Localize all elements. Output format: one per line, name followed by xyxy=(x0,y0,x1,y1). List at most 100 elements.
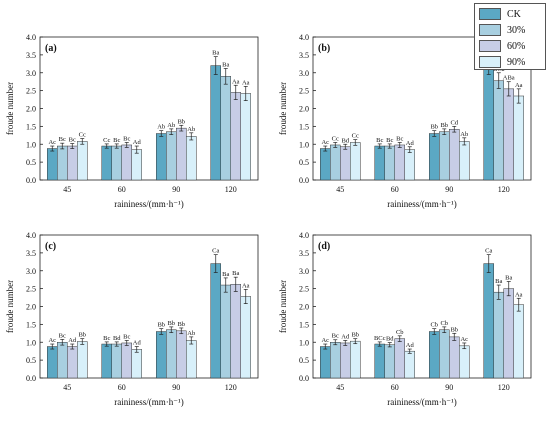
significance-label: Ad xyxy=(68,337,77,344)
bar xyxy=(210,263,221,379)
bar xyxy=(121,144,132,181)
bar xyxy=(186,340,197,379)
y-tick-label: 4.0 xyxy=(299,231,309,240)
significance-label: Ba xyxy=(495,278,502,285)
significance-label: Bc xyxy=(386,137,393,144)
y-axis-label: froude number xyxy=(278,82,288,135)
bar xyxy=(57,342,68,379)
significance-label: Bb xyxy=(430,124,438,131)
bar xyxy=(131,349,142,379)
x-tick-label: 60 xyxy=(391,185,399,194)
significance-label: Bc xyxy=(123,135,130,142)
legend-swatch-ck xyxy=(479,8,501,20)
y-tick-label: 3.0 xyxy=(299,267,309,276)
bar xyxy=(131,149,142,181)
bar xyxy=(503,288,514,379)
significance-label: Ab xyxy=(187,330,195,337)
y-tick-label: 1.5 xyxy=(299,122,309,131)
bar xyxy=(340,342,351,379)
significance-label: Aa xyxy=(242,79,250,86)
significance-label: Ba xyxy=(505,274,512,281)
y-tick-label: 0.5 xyxy=(26,356,36,365)
significance-label: Bd xyxy=(113,335,121,342)
bar xyxy=(67,145,78,181)
panel-label: (b) xyxy=(318,43,330,54)
y-tick-label: 2.0 xyxy=(26,105,36,114)
x-axis-label: raininess/(mm·h⁻¹) xyxy=(114,199,183,209)
y-tick-label: 0.5 xyxy=(26,158,36,167)
bar xyxy=(220,76,231,181)
bar xyxy=(176,330,187,379)
bar xyxy=(156,133,167,181)
legend-item-60: 60% xyxy=(479,39,525,53)
bar xyxy=(320,148,331,181)
bar xyxy=(374,145,385,181)
bar xyxy=(404,350,415,379)
significance-label: Ac xyxy=(321,337,329,344)
bar xyxy=(47,148,58,181)
x-tick-label: 120 xyxy=(225,185,237,194)
significance-label: Ba xyxy=(232,270,239,277)
significance-label: Ac xyxy=(460,336,468,343)
significance-label: Bc xyxy=(59,136,66,143)
bar xyxy=(186,136,197,181)
significance-label: Aa xyxy=(515,82,523,89)
bar xyxy=(394,338,405,379)
significance-label: Cb xyxy=(430,322,438,329)
significance-label: Cb xyxy=(396,329,404,336)
panel-label: (d) xyxy=(318,241,330,252)
bar xyxy=(404,149,415,181)
significance-label: Bb xyxy=(167,320,175,327)
bar xyxy=(77,341,88,379)
legend-item-ck: CK xyxy=(479,7,521,21)
y-tick-label: 2.5 xyxy=(26,285,36,294)
y-tick-label: 2.0 xyxy=(299,105,309,114)
x-tick-label: 60 xyxy=(391,383,399,392)
significance-label: Bb xyxy=(177,118,185,125)
significance-label: Ac xyxy=(321,139,329,146)
y-tick-label: 3.0 xyxy=(26,69,36,78)
significance-label: Bc xyxy=(376,137,383,144)
bar xyxy=(439,329,450,379)
y-tick-label: 0.0 xyxy=(26,374,36,383)
bar xyxy=(384,145,395,181)
y-tick-label: 4.0 xyxy=(26,33,36,42)
x-tick-label: 60 xyxy=(118,185,126,194)
bar xyxy=(449,128,460,181)
significance-label: Bb xyxy=(78,332,86,339)
significance-label: Ad xyxy=(133,139,142,146)
y-tick-label: 3.5 xyxy=(299,51,309,60)
x-axis-label: raininess/(mm·h⁻¹) xyxy=(387,199,456,209)
bar xyxy=(230,284,241,379)
y-tick-label: 2.0 xyxy=(26,303,36,312)
y-tick-label: 1.0 xyxy=(26,338,36,347)
y-tick-label: 1.5 xyxy=(26,320,36,329)
y-tick-label: 1.0 xyxy=(299,140,309,149)
significance-label: Cb xyxy=(440,320,448,327)
significance-label: Bb xyxy=(157,322,165,329)
significance-label: Bb xyxy=(440,122,448,129)
y-tick-label: 0.0 xyxy=(26,176,36,185)
significance-label: Aa xyxy=(232,78,240,85)
bar xyxy=(330,342,341,379)
significance-label: Bb xyxy=(450,326,458,333)
significance-label: Ad xyxy=(341,333,350,340)
x-tick-label: 45 xyxy=(336,185,344,194)
bar xyxy=(101,145,112,181)
x-tick-label: 90 xyxy=(445,185,453,194)
bar xyxy=(111,343,122,379)
significance-label: BCc xyxy=(374,335,386,342)
bar xyxy=(459,345,470,379)
bar xyxy=(240,296,251,379)
bar xyxy=(47,346,58,379)
significance-label: Ab xyxy=(187,126,195,133)
x-tick-label: 90 xyxy=(172,383,180,392)
significance-label: Bc xyxy=(103,335,110,342)
bar xyxy=(483,65,494,181)
bar xyxy=(394,144,405,181)
bar xyxy=(166,329,177,379)
legend-swatch-30 xyxy=(479,24,501,36)
y-tick-label: 1.5 xyxy=(299,320,309,329)
legend-label-30: 30% xyxy=(507,24,526,36)
